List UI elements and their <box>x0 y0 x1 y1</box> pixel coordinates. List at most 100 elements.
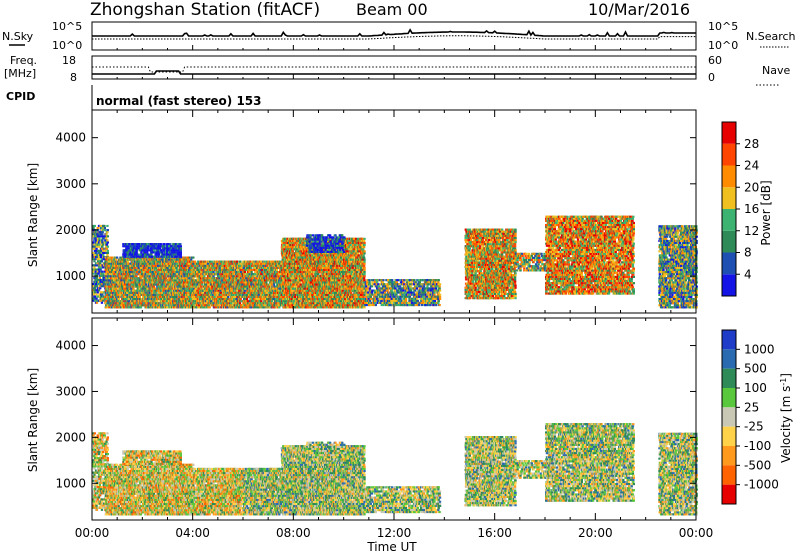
power-cell-1029 <box>121 290 123 292</box>
power-cell-114 <box>96 285 98 287</box>
power-cell-57 <box>94 287 96 289</box>
power-heatmap <box>92 216 698 309</box>
power-cell-453 <box>107 246 109 248</box>
power-cell-1383 <box>130 288 132 290</box>
power-cell-1158 <box>124 284 126 286</box>
nave-trace <box>92 67 696 72</box>
power-cell-192 <box>98 271 100 273</box>
date-label: 10/Mar/2016 <box>588 0 690 19</box>
power-cell-793 <box>114 281 116 283</box>
power-cell-2193 <box>153 286 155 288</box>
power-cell-321 <box>102 244 104 246</box>
power-cell-2982 <box>174 302 176 304</box>
cpid-text: normal (fast stereo) 153 <box>96 94 262 108</box>
power-cell-1293 <box>128 298 130 300</box>
nave-low-tick: 0 <box>708 71 715 84</box>
freq-low-tick: 8 <box>70 71 77 84</box>
power-cell-1679 <box>139 296 141 298</box>
power-cell-72 <box>95 271 97 273</box>
power-cell-443 <box>106 225 108 227</box>
power-cell-3668 <box>126 251 128 253</box>
power-cell-296 <box>101 233 103 235</box>
power-cell-314 <box>102 273 104 275</box>
power-cell-906 <box>117 294 119 296</box>
power-cell-823 <box>115 288 117 290</box>
power-cell-1722 <box>140 306 142 308</box>
power-cell-2278 <box>155 292 157 294</box>
power-cell-644 <box>110 286 112 288</box>
nsearch-high-tick: 10^5 <box>708 20 738 33</box>
power-cell-2656 <box>165 273 167 275</box>
power-cell-829 <box>115 259 117 261</box>
power-cell-46 <box>94 296 96 298</box>
power-cell-94 <box>95 252 97 254</box>
power-cell-1033 <box>121 279 123 281</box>
power-cell-365 <box>104 227 106 229</box>
freq-label: Freq. <box>10 54 37 67</box>
nsky-high-tick: 10^5 <box>52 20 82 33</box>
power-cell-451 <box>107 252 109 254</box>
power-cell-146 <box>97 227 99 229</box>
power-cell-2521 <box>162 271 164 273</box>
power-cell-322 <box>102 237 104 239</box>
power-cell-1417 <box>131 279 133 281</box>
cpid-label: CPID <box>6 90 35 103</box>
power-cell-3957 <box>163 243 165 245</box>
power-cell-3629 <box>192 257 194 259</box>
power-cell-3003 <box>175 279 177 281</box>
power-cell-2301 <box>156 300 158 302</box>
power-cell-3774 <box>140 251 142 253</box>
power-cell-23 <box>93 293 95 295</box>
power-cell-713 <box>112 292 114 294</box>
power-cell-165 <box>98 258 100 260</box>
power-cell-163 <box>98 273 100 275</box>
power-cell-588 <box>108 261 110 263</box>
power-cell-3823 <box>146 251 148 253</box>
power-cell-2950 <box>173 296 175 298</box>
power-cell-307 <box>102 231 104 233</box>
power-cell-440 <box>106 239 108 241</box>
power-cell-3076 <box>177 265 179 267</box>
freq-trace <box>92 71 696 74</box>
power-cell-2020 <box>148 290 150 292</box>
power-cell-3928 <box>159 247 161 249</box>
power-cell-294 <box>101 242 103 244</box>
power-cell-1684 <box>139 284 141 286</box>
power-cell-273 <box>101 260 103 262</box>
power-cell-708 <box>111 257 113 259</box>
power-cell-317 <box>102 254 104 256</box>
power-cell-267 <box>101 302 103 304</box>
power-cell-2639 <box>165 277 167 279</box>
power-cell-3941 <box>161 251 163 253</box>
power-cell-2357 <box>157 265 159 267</box>
power-cell-456 <box>107 229 109 231</box>
power-cell-199 <box>98 237 100 239</box>
nsky-label: N.Sky <box>2 30 34 43</box>
power-cell-295 <box>101 239 103 241</box>
power-cell-18 <box>92 258 94 260</box>
station-title: Zhongshan Station (fitACF) <box>90 0 320 20</box>
power-cell-1897 <box>145 284 147 286</box>
power-cell-3809 <box>144 251 146 253</box>
power-cell-4006 <box>169 243 171 245</box>
power-cell-2794 <box>169 281 171 283</box>
power-cell-319 <box>102 250 104 252</box>
power-cell-1176 <box>124 269 126 271</box>
power-cell-212 <box>99 287 101 289</box>
power-cell-328 <box>103 283 105 285</box>
power-cell-239 <box>100 225 102 227</box>
power-cell-404 <box>105 237 107 239</box>
power-cell-1047 <box>121 286 123 288</box>
power-cell-2859 <box>171 277 173 279</box>
power-cell-1161 <box>124 273 126 275</box>
power-cell-289 <box>101 271 103 273</box>
power-cell-1292 <box>128 300 130 302</box>
power-cell-3877 <box>153 249 155 251</box>
power-cell-3744 <box>136 251 138 253</box>
power-cell-35 <box>93 289 95 291</box>
nsky-low-tick: 10^0 <box>52 39 82 52</box>
power-cell-133 <box>97 291 99 293</box>
power-cell-3912 <box>157 251 159 253</box>
power-cell-419 <box>105 233 107 235</box>
power-cell-19 <box>92 227 94 229</box>
